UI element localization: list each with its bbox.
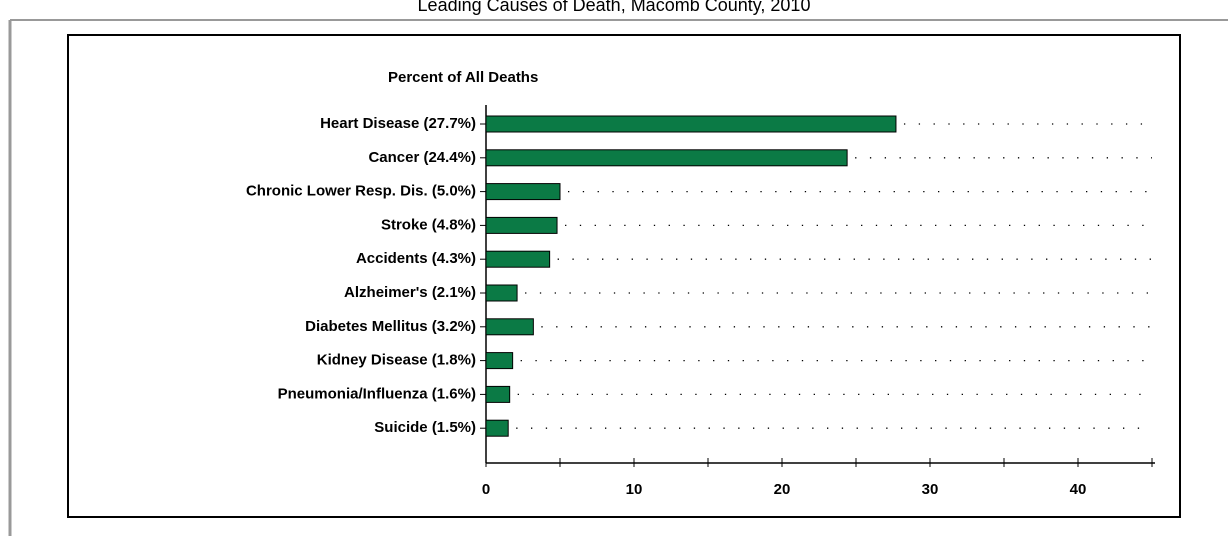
bar (485, 284, 518, 302)
bar (485, 216, 558, 234)
y-tick-label: Chronic Lower Resp. Dis. (5.0%) (246, 183, 476, 200)
y-tick-label: Alzheimer's (2.1%) (344, 284, 476, 301)
bar (485, 149, 848, 167)
x-tick-label: 10 (626, 481, 643, 498)
y-tick-label: Kidney Disease (1.8%) (317, 352, 476, 369)
bar (485, 385, 511, 403)
bar (485, 115, 897, 133)
x-tick-label: 20 (774, 481, 791, 498)
y-tick-label: Accidents (4.3%) (356, 250, 476, 267)
bar (485, 352, 514, 370)
chart-box (67, 34, 1181, 518)
bar (485, 318, 534, 336)
x-tick-label: 0 (482, 481, 490, 498)
bar (485, 183, 561, 201)
y-tick-label: Diabetes Mellitus (3.2%) (305, 318, 476, 335)
bar (485, 419, 509, 437)
y-tick-label: Pneumonia/Influenza (1.6%) (278, 385, 476, 402)
page-title: Leading Causes of Death, Macomb County, … (418, 0, 811, 15)
y-tick-label: Cancer (24.4%) (368, 149, 476, 166)
chart-subtitle: Percent of All Deaths (388, 69, 538, 86)
y-tick-label: Heart Disease (27.7%) (320, 115, 476, 132)
x-tick-label: 40 (1070, 481, 1087, 498)
x-tick-label: 30 (922, 481, 939, 498)
y-tick-label: Suicide (1.5%) (374, 419, 476, 436)
bar (485, 250, 551, 268)
y-tick-label: Stroke (4.8%) (381, 216, 476, 233)
